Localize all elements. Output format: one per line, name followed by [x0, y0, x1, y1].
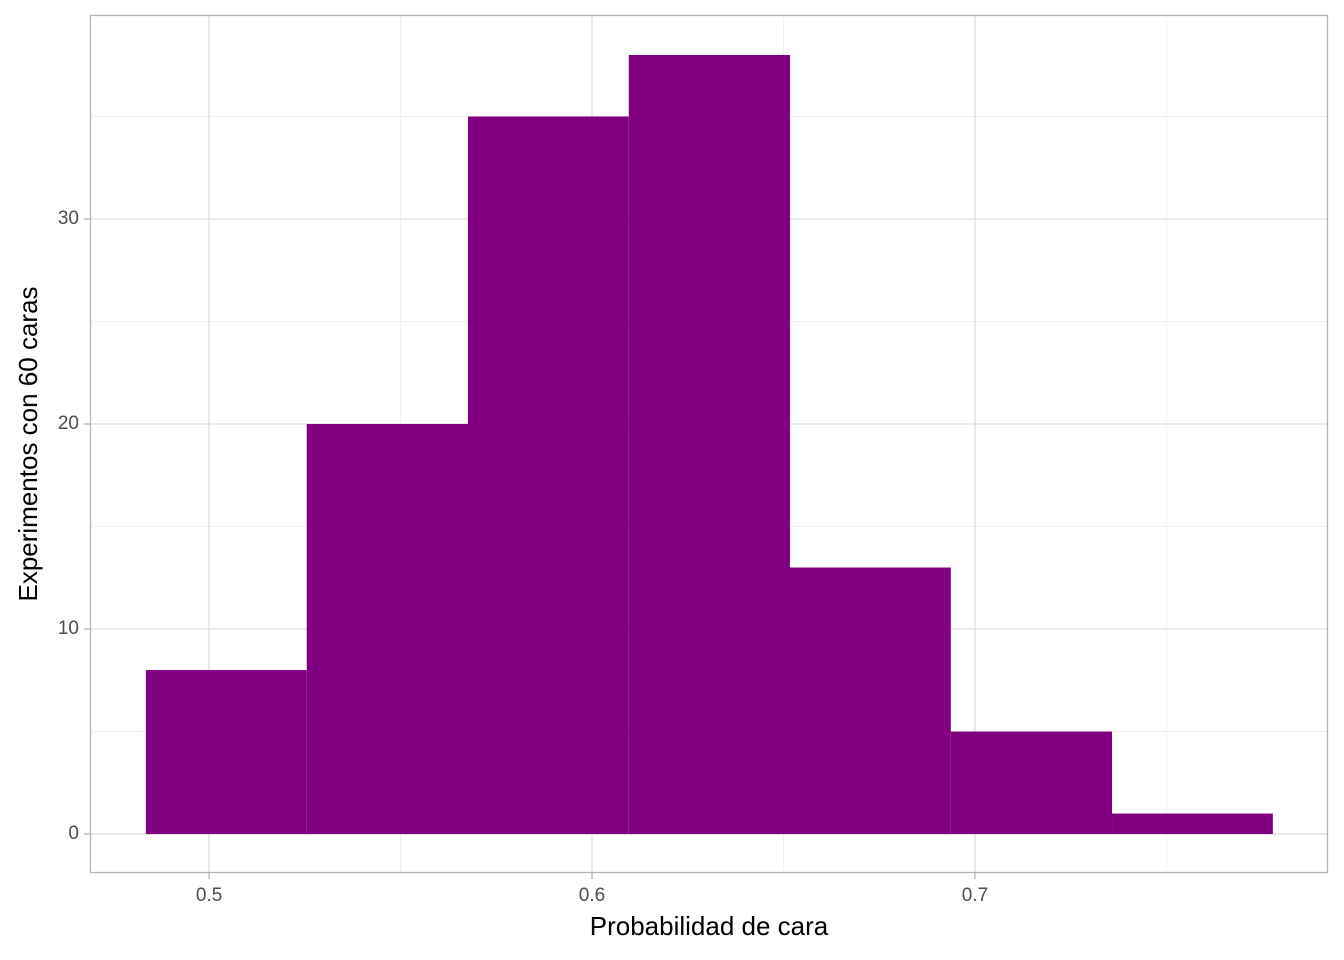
x-axis-title: Probabilidad de cara [590, 911, 829, 941]
y-tick-label: 0 [68, 823, 79, 844]
y-tick-label: 20 [58, 413, 79, 434]
panel-border [89, 14, 1329, 874]
y-axis-title: Experimentos con 60 caras [13, 286, 43, 601]
bars [145, 54, 1273, 835]
bar [628, 54, 790, 835]
bar [467, 116, 629, 835]
bar [789, 567, 951, 835]
labels: 0.5 0.6 0.7 0 10 20 30 [58, 208, 988, 906]
bar [1112, 813, 1273, 835]
x-tick-label: 0.6 [579, 885, 605, 906]
bar [950, 731, 1113, 835]
bar [145, 670, 307, 835]
bar [306, 424, 468, 835]
x-tick-label: 0.5 [196, 885, 222, 906]
y-tick-label: 30 [58, 208, 79, 229]
y-tick-label: 10 [58, 618, 79, 639]
x-tick-label: 0.7 [962, 885, 988, 906]
